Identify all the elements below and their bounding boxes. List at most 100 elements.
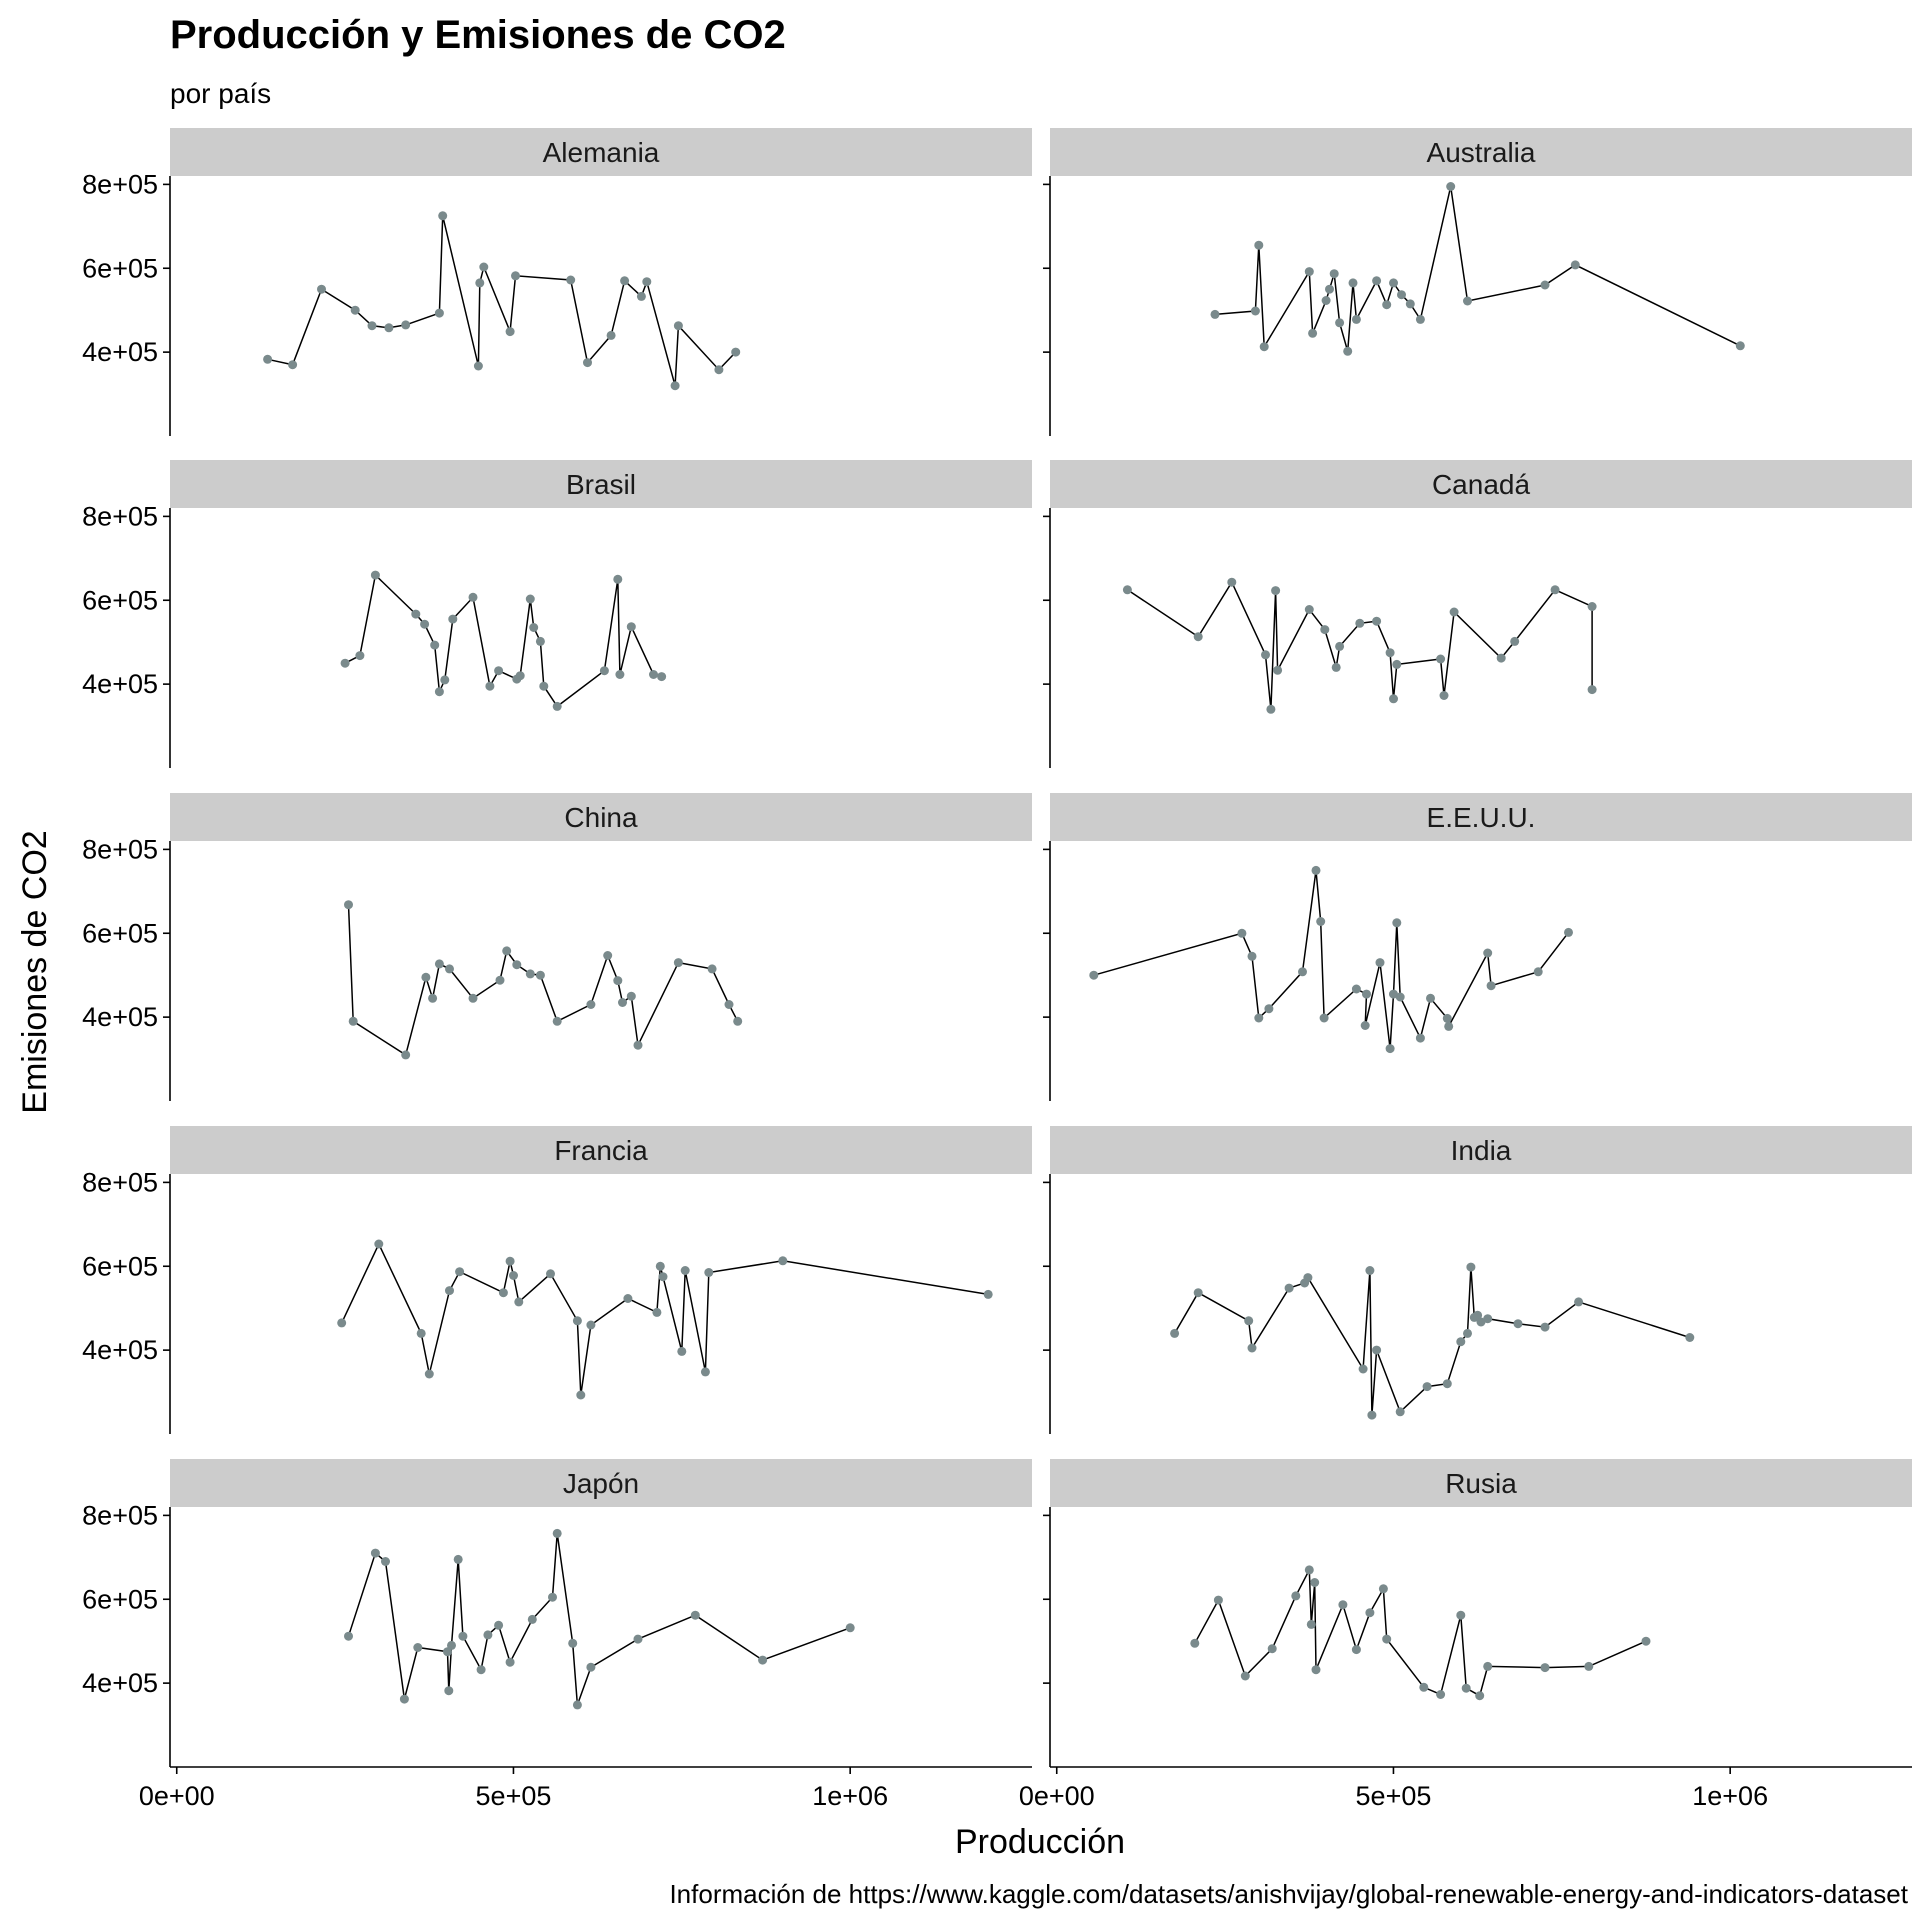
- panel-japon-data-point: [476, 1665, 486, 1675]
- panel-rusia-data-point: [1382, 1634, 1392, 1644]
- panel-india-data-point: [1367, 1410, 1377, 1420]
- panel-rusia-data-point: [1641, 1636, 1651, 1646]
- panel-india-strip: [1050, 1126, 1912, 1174]
- panel-china-data-point: [344, 900, 353, 910]
- panel-canada-strip: [1050, 460, 1912, 508]
- panel-rusia-data-point: [1311, 1665, 1321, 1675]
- panel-canada-data-point: [1496, 653, 1506, 663]
- panel-india-data-point: [1513, 1319, 1523, 1329]
- panel-japon: Japón 4e+05 6e+05 8e+05: [82, 1459, 1032, 1767]
- panel-canada-data-point: [1273, 665, 1283, 675]
- panel-alemania-data-point: [438, 211, 448, 221]
- panel-japon-data-point: [483, 1630, 493, 1640]
- panel-alemania-data-point: [367, 321, 377, 331]
- panel-canada-data-point: [1271, 586, 1281, 596]
- panel-japon-y-tick-label: 6e+05: [82, 1584, 158, 1614]
- panel-china-data-point: [603, 951, 613, 960]
- panel-francia-data-point: [514, 1297, 524, 1307]
- panel-francia: Francia 4e+05 6e+05 8e+05: [82, 1126, 1032, 1434]
- panel-rusia-data-point: [1351, 1645, 1361, 1655]
- panel-e-e-u-u-data-point: [1237, 928, 1247, 938]
- panel-francia-data-point: [546, 1269, 555, 1279]
- panel-rusia-data-point: [1419, 1682, 1429, 1692]
- panel-francia-strip-label: Francia: [554, 1135, 648, 1166]
- panel-alemania-data-point: [505, 327, 515, 337]
- panel-australia-series-line: [1214, 186, 1741, 352]
- panel-e-e-u-u-data-point: [1375, 958, 1385, 968]
- panel-e-e-u-u-data-point: [1444, 1021, 1454, 1031]
- panel-francia-data-point: [505, 1256, 515, 1266]
- panel-brasil-data-point: [649, 670, 658, 679]
- facet-panels: Alemania 4e+05 6e+05 8e+05 Australia Brasil 4e…: [82, 128, 1912, 1767]
- panel-brasil-data-point: [370, 570, 380, 580]
- panel-japon-data-point: [344, 1631, 353, 1641]
- panel-china-data-point: [348, 1016, 358, 1026]
- panel-alemania-data-point: [620, 276, 630, 286]
- panel-australia-data-point: [1259, 342, 1269, 352]
- panel-brasil-data-point: [420, 619, 430, 629]
- panel-francia-y-tick-label: 8e+05: [82, 1167, 158, 1197]
- panel-francia-data-point: [983, 1289, 993, 1299]
- panel-india-data-point: [1244, 1316, 1254, 1326]
- panel-china-data-point: [421, 972, 431, 982]
- panel-alemania-series-line: [267, 215, 737, 386]
- panel-japon-data-point: [494, 1620, 504, 1630]
- panel-rusia-data-point: [1365, 1608, 1375, 1618]
- panel-brasil-data-point: [529, 623, 539, 632]
- panel-e-e-u-u-strip: [1050, 793, 1912, 841]
- panel-rusia-data-point: [1475, 1691, 1485, 1701]
- panel-brasil-strip-label: Brasil: [566, 469, 636, 500]
- panel-australia-data-point: [1343, 346, 1353, 356]
- panel-brasil-data-point: [552, 701, 562, 711]
- panel-china: China 4e+05 6e+05 8e+05: [82, 793, 1032, 1101]
- panel-china-data-point: [707, 964, 717, 974]
- panel-rusia-data-point: [1436, 1690, 1446, 1699]
- chart-caption: Información de https://www.kaggle.com/da…: [669, 1879, 1908, 1909]
- panel-india-data-point: [1473, 1310, 1483, 1320]
- panel-rusia-x-tick-label: 1e+06: [1692, 1781, 1768, 1811]
- panel-china-data-point: [724, 1000, 734, 1009]
- panel-brasil-strip: [170, 460, 1032, 508]
- panel-canada-data-point: [1439, 691, 1449, 700]
- panel-francia-data-point: [655, 1261, 665, 1271]
- panel-china-data-point: [626, 991, 636, 1001]
- panel-rusia-x-tick-label: 0e+00: [1019, 1781, 1095, 1811]
- panel-australia: Australia: [1043, 128, 1912, 436]
- panel-australia-data-point: [1304, 267, 1314, 277]
- panel-e-e-u-u-data-point: [1247, 951, 1257, 961]
- panel-australia-data-point: [1389, 278, 1398, 288]
- panel-china-data-point: [495, 975, 505, 985]
- panel-australia-data-point: [1415, 314, 1425, 324]
- panel-australia-data-point: [1570, 260, 1580, 270]
- panel-japon-series-line: [347, 1533, 851, 1706]
- panel-australia-data-point: [1254, 240, 1264, 250]
- panel-brasil-data-point: [613, 574, 623, 584]
- panel-brasil-data-point: [340, 658, 350, 668]
- panel-e-e-u-u-data-point: [1385, 1044, 1395, 1054]
- panel-francia-data-point: [586, 1320, 596, 1330]
- panel-canada-data-point: [1436, 654, 1446, 664]
- x-axis-label: Producción: [955, 1823, 1125, 1861]
- panel-japon-data-point: [458, 1631, 468, 1641]
- panel-canada-data-point: [1587, 602, 1597, 611]
- panel-rusia-data-point: [1240, 1671, 1250, 1681]
- x-axes: 0e+00 5e+05 1e+06 0e+00 5e+05 1e+06: [139, 1766, 1912, 1811]
- panel-brasil-data-point: [626, 622, 636, 632]
- panel-e-e-u-u-data-point: [1415, 1033, 1425, 1043]
- panel-india-data-point: [1395, 1407, 1405, 1417]
- panel-alemania-data-point: [670, 381, 680, 391]
- panel-alemania-data-point: [714, 365, 724, 375]
- panel-rusia-x-tick-label: 5e+05: [1356, 1781, 1432, 1811]
- panel-canada-data-point: [1193, 632, 1203, 642]
- panel-japon-data-point: [444, 1686, 454, 1696]
- panel-e-e-u-u-data-point: [1089, 970, 1099, 980]
- panel-japon-x-tick-label: 5e+05: [476, 1781, 552, 1811]
- panel-india-data-point: [1685, 1333, 1695, 1342]
- panel-australia-strip-label: Australia: [1427, 137, 1536, 168]
- panel-japon-data-point: [453, 1554, 463, 1564]
- panel-australia-data-point: [1250, 306, 1260, 316]
- panel-alemania-data-point: [566, 275, 576, 285]
- panel-china-data-point: [618, 998, 627, 1007]
- panel-india-data-point: [1303, 1273, 1313, 1283]
- panel-china-data-point: [512, 960, 522, 970]
